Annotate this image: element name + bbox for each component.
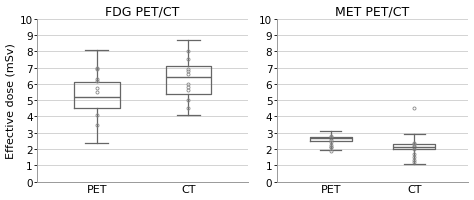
Title: FDG PET/CT: FDG PET/CT <box>105 6 180 18</box>
Y-axis label: Effective dose (mSv): Effective dose (mSv) <box>6 43 16 158</box>
Title: MET PET/CT: MET PET/CT <box>336 6 410 18</box>
